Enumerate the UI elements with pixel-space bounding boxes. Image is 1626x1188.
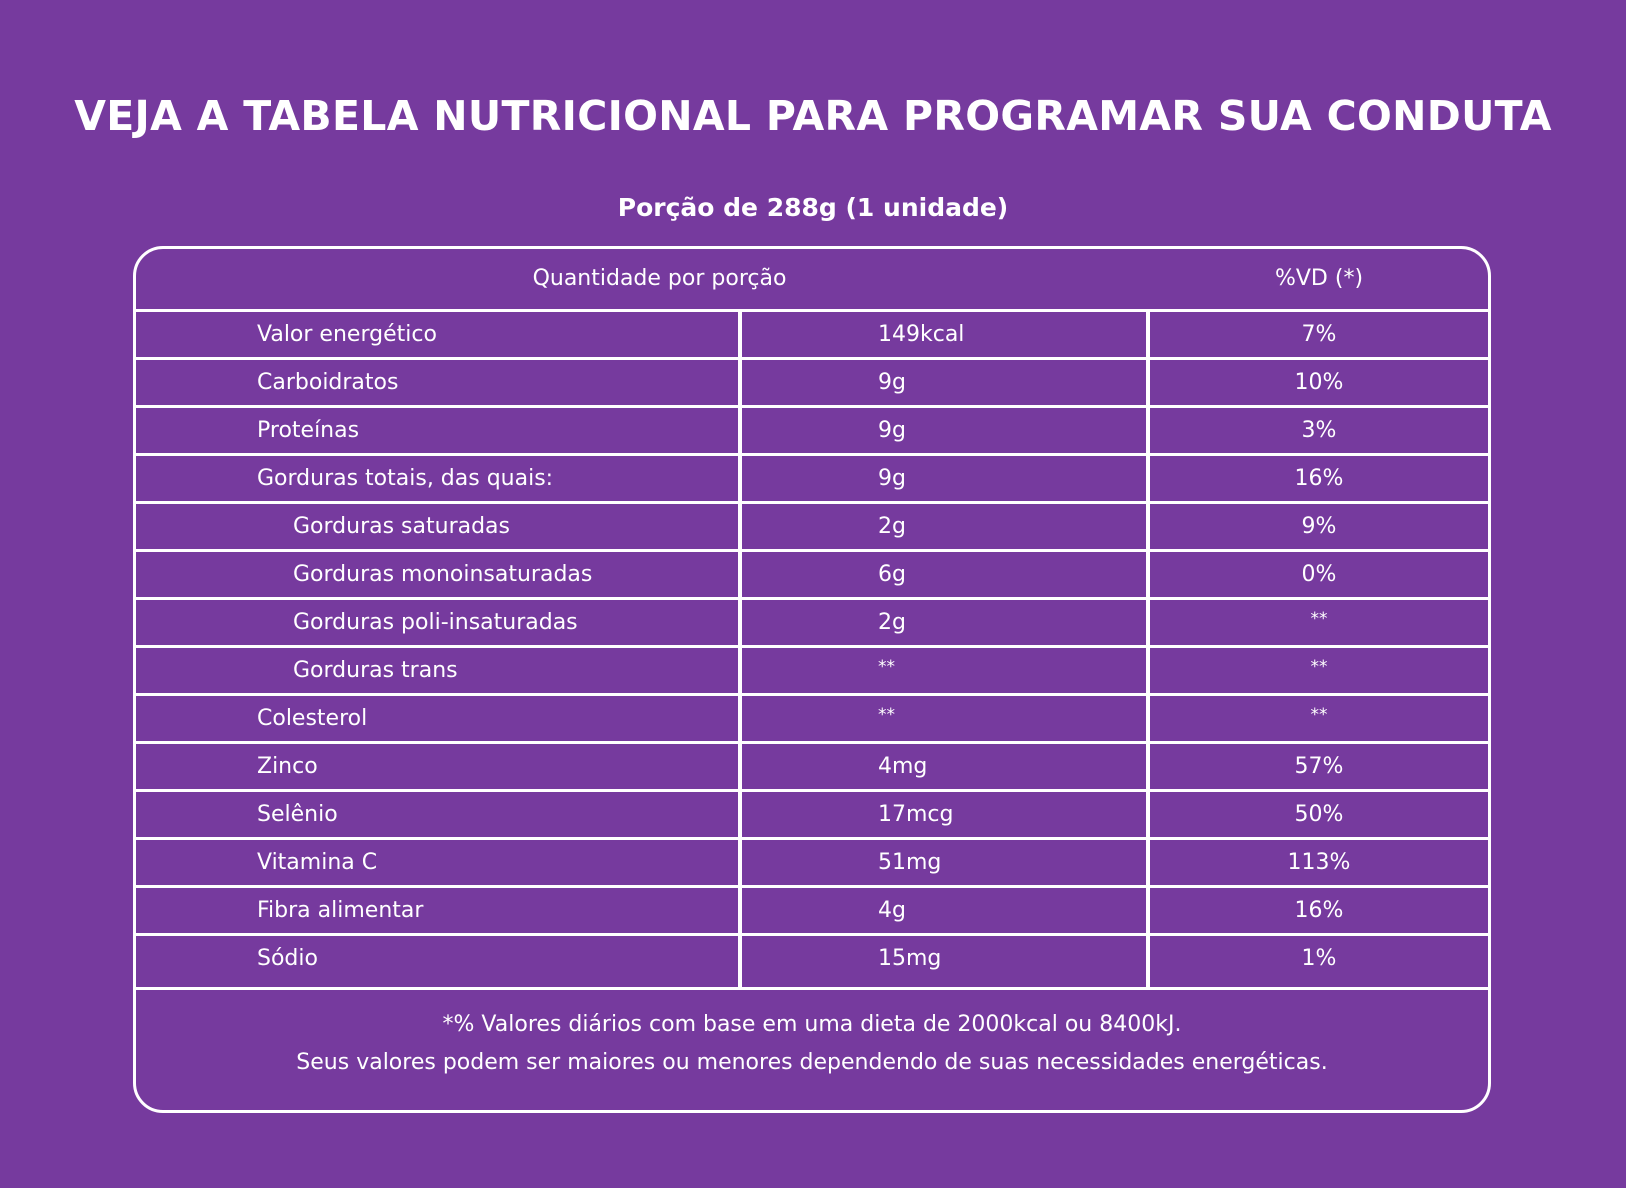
nutrient-name: Vitamina C xyxy=(257,850,378,875)
nutrient-quantity: 9g xyxy=(878,418,906,443)
nutrient-daily-value: 7% xyxy=(1301,322,1337,347)
nutrient-quantity: 4g xyxy=(878,898,906,923)
table-row: Vitamina C 51mg 113% xyxy=(136,837,1488,885)
table-row: Sódio 15mg 1% xyxy=(136,933,1488,981)
nutrient-name: Proteínas xyxy=(257,418,360,443)
nutrient-name: Gorduras monoinsaturadas xyxy=(293,562,593,587)
table-row: Fibra alimentar 4g 16% xyxy=(136,885,1488,933)
nutrient-name: Sódio xyxy=(257,946,318,971)
table-row: Gorduras totais, das quais: 9g 16% xyxy=(136,453,1488,501)
nutrient-daily-value: 9% xyxy=(1301,514,1337,539)
column-divider xyxy=(1146,312,1150,987)
nutrient-name: Gorduras trans xyxy=(293,658,458,683)
nutrient-name: Selênio xyxy=(257,802,338,827)
nutrient-daily-value: ** xyxy=(1310,657,1328,677)
nutrient-quantity: 9g xyxy=(878,466,906,491)
nutrient-quantity: ** xyxy=(878,657,895,677)
page-title: VEJA A TABELA NUTRICIONAL PARA PROGRAMAR… xyxy=(74,92,1552,140)
nutrient-quantity: 2g xyxy=(878,514,906,539)
serving-size-label: Porção de 288g (1 unidade) xyxy=(617,193,1009,222)
nutrient-quantity: 15mg xyxy=(878,946,942,971)
nutrient-name: Fibra alimentar xyxy=(257,898,424,923)
table-body: Valor energético 149kcal 7% Carboidratos… xyxy=(136,309,1488,987)
nutrient-quantity: 9g xyxy=(878,370,906,395)
nutrient-daily-value: ** xyxy=(1310,609,1328,629)
nutrient-quantity: 17mcg xyxy=(878,802,954,827)
nutrient-quantity: 6g xyxy=(878,562,906,587)
nutrient-name: Gorduras totais, das quais: xyxy=(257,466,554,491)
table-row: Zinco 4mg 57% xyxy=(136,741,1488,789)
nutrient-name: Colesterol xyxy=(257,706,368,731)
nutrient-quantity: ** xyxy=(878,705,895,725)
nutrient-name: Valor energético xyxy=(257,322,437,347)
footnote-daily-values: *% Valores diários com base em uma dieta… xyxy=(442,1012,1182,1037)
header-daily-value: %VD (*) xyxy=(1274,266,1364,291)
table-header: Quantidade por porção %VD (*) xyxy=(136,249,1488,309)
nutrient-daily-value: 50% xyxy=(1294,802,1344,827)
nutrient-daily-value: ** xyxy=(1310,705,1328,725)
footer-divider xyxy=(136,987,1488,990)
nutrient-quantity: 149kcal xyxy=(878,322,965,347)
table-row: Gorduras saturadas 2g 9% xyxy=(136,501,1488,549)
nutrient-daily-value: 10% xyxy=(1294,370,1344,395)
table-row: Selênio 17mcg 50% xyxy=(136,789,1488,837)
table-row: Gorduras trans ** ** xyxy=(136,645,1488,693)
nutrient-quantity: 2g xyxy=(878,610,906,635)
table-row: Gorduras monoinsaturadas 6g 0% xyxy=(136,549,1488,597)
table-row: Proteínas 9g 3% xyxy=(136,405,1488,453)
nutrition-table: Quantidade por porção %VD (*) Valor ener… xyxy=(133,246,1491,1113)
table-row: Gorduras poli-insaturadas 2g ** xyxy=(136,597,1488,645)
footnote-energy-needs: Seus valores podem ser maiores ou menore… xyxy=(296,1050,1328,1075)
nutrient-daily-value: 113% xyxy=(1287,850,1351,875)
nutrient-daily-value: 1% xyxy=(1301,946,1337,971)
nutrient-daily-value: 16% xyxy=(1294,466,1344,491)
table-row: Valor energético 149kcal 7% xyxy=(136,309,1488,357)
nutrient-name: Zinco xyxy=(257,754,318,779)
header-quantity: Quantidade por porção xyxy=(532,266,787,291)
nutrient-name: Gorduras saturadas xyxy=(293,514,511,539)
table-row: Carboidratos 9g 10% xyxy=(136,357,1488,405)
nutrient-name: Carboidratos xyxy=(257,370,399,395)
nutrient-name: Gorduras poli-insaturadas xyxy=(293,610,578,635)
column-divider xyxy=(738,312,742,987)
nutrient-daily-value: 16% xyxy=(1294,898,1344,923)
nutrient-daily-value: 57% xyxy=(1294,754,1344,779)
nutrient-quantity: 4mg xyxy=(878,754,928,779)
table-row: Colesterol ** ** xyxy=(136,693,1488,741)
nutrient-daily-value: 3% xyxy=(1301,418,1337,443)
nutrient-quantity: 51mg xyxy=(878,850,942,875)
nutrient-daily-value: 0% xyxy=(1301,562,1337,587)
